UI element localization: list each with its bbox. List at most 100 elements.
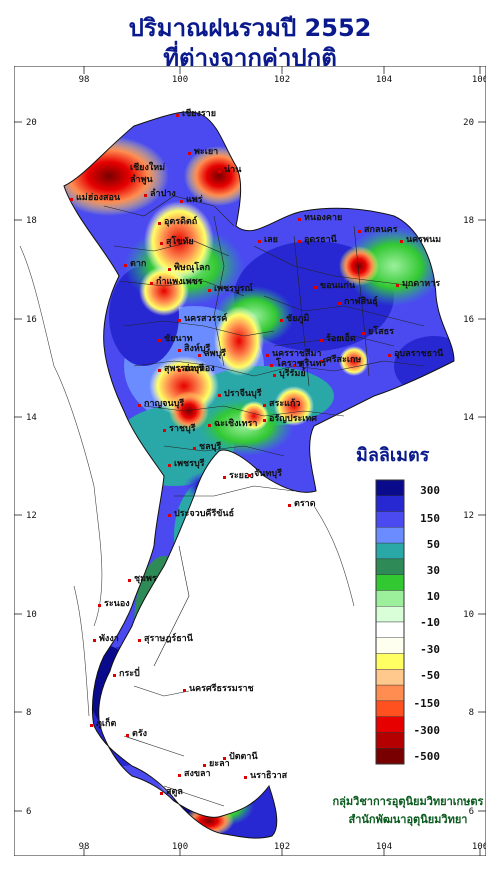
province-label: อุตรดิตถ์ bbox=[164, 215, 197, 227]
province-label: ฉะเชิงเทรา bbox=[214, 418, 257, 429]
legend-swatch bbox=[375, 684, 405, 702]
province-label: สกลนคร bbox=[364, 225, 398, 235]
station-marker bbox=[168, 514, 171, 517]
legend-swatch bbox=[375, 653, 405, 670]
province-label: ตราด bbox=[294, 499, 316, 509]
station-marker bbox=[193, 447, 196, 450]
province-label: บุรีรัมย์ bbox=[279, 367, 306, 379]
station-marker bbox=[188, 152, 191, 155]
station-marker bbox=[70, 198, 73, 201]
legend-swatch bbox=[375, 700, 405, 717]
station-marker bbox=[266, 354, 269, 357]
station-marker bbox=[178, 349, 181, 352]
station-marker bbox=[124, 180, 127, 183]
lon-tick-label: 100 bbox=[172, 842, 188, 852]
province-label: ชัยนาท bbox=[164, 333, 193, 344]
province-label: สุราษฎร์ธานี bbox=[144, 632, 194, 644]
legend-swatch bbox=[375, 637, 405, 654]
legend-class-label: -500 bbox=[414, 750, 441, 763]
legend-frame bbox=[375, 479, 405, 765]
province-label: สุรินทร์ bbox=[299, 357, 326, 369]
province-label: ปัตตานี bbox=[229, 751, 258, 762]
station-marker bbox=[178, 774, 181, 777]
province-label: ชุมพร bbox=[134, 574, 157, 584]
province-label: ระนอง bbox=[104, 599, 130, 609]
lon-tick-label: 102 bbox=[274, 842, 290, 852]
station-marker bbox=[320, 360, 323, 363]
province-label: ราชบุรี bbox=[169, 423, 196, 434]
station-marker bbox=[158, 369, 161, 372]
province-label: น่าน bbox=[224, 164, 242, 175]
lat-tick-label: 8 bbox=[26, 708, 31, 718]
station-marker bbox=[208, 424, 211, 427]
province-label: พังงา bbox=[99, 633, 119, 644]
lat-tick-label: 14 bbox=[463, 413, 474, 423]
station-marker bbox=[244, 776, 247, 779]
legend: 300 150 50 30 10 -10 -30 -50 -150 -300 -500 bbox=[375, 479, 441, 765]
province-label: กระบี่ bbox=[119, 666, 140, 679]
station-marker bbox=[160, 792, 163, 795]
legend-class-label: 50 bbox=[427, 538, 440, 551]
lat-tick-label: 16 bbox=[26, 315, 37, 325]
legend-swatch bbox=[375, 527, 405, 544]
legend-swatch bbox=[375, 669, 405, 686]
lon-tick-label: 98 bbox=[79, 75, 90, 85]
lon-tick-label: 106 bbox=[472, 75, 486, 85]
station-marker bbox=[298, 218, 301, 221]
station-marker bbox=[263, 419, 266, 422]
station-marker bbox=[218, 170, 221, 173]
province-label: ประจวบคีรีขันธ์ bbox=[174, 507, 234, 519]
station-marker bbox=[270, 364, 273, 367]
station-marker bbox=[248, 474, 251, 477]
credit-bureau: สำนักพัฒนาอุตุนิยมวิทยา bbox=[348, 813, 468, 826]
station-marker bbox=[198, 354, 201, 357]
station-marker bbox=[208, 289, 211, 292]
station-marker bbox=[320, 339, 323, 342]
province-label: ตรัง bbox=[132, 728, 147, 739]
latitude-ticks: 20 20 18 18 16 16 14 14 12 12 10 10 8 8 6 6 bbox=[14, 118, 486, 817]
legend-class-label: -300 bbox=[414, 724, 441, 737]
station-marker bbox=[138, 404, 141, 407]
station-marker bbox=[400, 240, 403, 243]
station-marker bbox=[273, 374, 276, 377]
province-label: อุดรธานี bbox=[304, 234, 338, 245]
legend-swatch bbox=[375, 574, 405, 591]
province-label: โคราช bbox=[275, 357, 303, 369]
lat-tick-label: 20 bbox=[26, 118, 37, 128]
station-marker bbox=[176, 114, 179, 117]
station-marker bbox=[180, 200, 183, 203]
legend-swatch bbox=[375, 732, 405, 749]
legend-swatch bbox=[375, 716, 405, 733]
legend-class-label: 150 bbox=[420, 512, 440, 525]
province-label: นครราชสีมา bbox=[272, 348, 321, 359]
province-label: ลพบุรี bbox=[204, 348, 226, 359]
station-marker bbox=[144, 194, 147, 197]
province-label: แพร่ bbox=[186, 194, 203, 205]
province-label: กาฬสินธุ์ bbox=[344, 295, 378, 307]
station-marker bbox=[338, 302, 341, 305]
legend-swatch bbox=[375, 621, 405, 638]
station-marker bbox=[203, 764, 206, 767]
lat-tick-label: 8 bbox=[469, 708, 474, 718]
province-label: เลย bbox=[264, 235, 278, 245]
province-label: เพชรบุรี bbox=[174, 458, 205, 469]
legend-class-label: -150 bbox=[414, 697, 441, 710]
station-marker bbox=[124, 168, 127, 171]
station-marker bbox=[128, 579, 131, 582]
province-label: สุโขทัย bbox=[166, 235, 194, 247]
station-marker bbox=[314, 286, 317, 289]
legend-swatch bbox=[375, 590, 405, 607]
station-marker bbox=[396, 284, 399, 287]
province-label: ศรีสะเกษ bbox=[326, 354, 361, 365]
station-marker bbox=[223, 757, 226, 760]
station-marker bbox=[218, 394, 221, 397]
province-label: ลำปาง bbox=[150, 188, 176, 199]
lon-tick-label: 104 bbox=[376, 842, 392, 852]
province-label: ขอนแก่น bbox=[320, 280, 356, 291]
station-marker bbox=[168, 268, 171, 271]
lat-tick-label: 16 bbox=[463, 315, 474, 325]
province-label: มุกดาหาร bbox=[402, 279, 440, 289]
station-marker bbox=[223, 476, 226, 479]
